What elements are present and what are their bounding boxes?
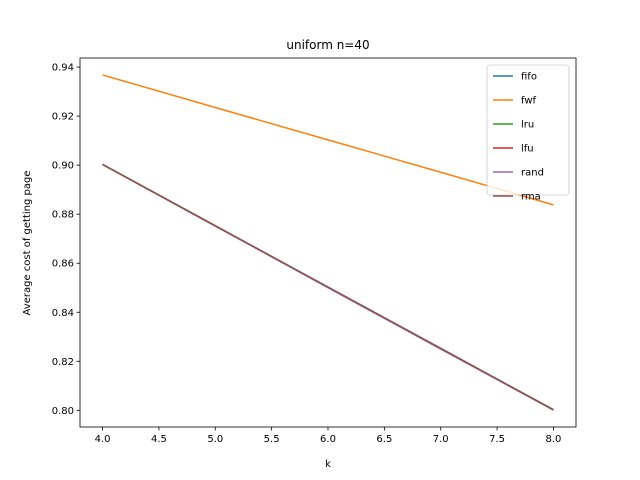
x-tick-label: 6.0 <box>320 434 336 445</box>
legend-box <box>486 64 570 196</box>
legend: fifo fwf lru lfu rand rma <box>486 64 570 203</box>
x-tick-label: 6.5 <box>376 434 392 445</box>
series-line-fwf <box>102 74 554 206</box>
legend-label-fifo: fifo <box>521 72 537 83</box>
x-axis: 4.0 4.5 5.0 5.5 6.0 6.5 7.0 7.5 8.0 <box>95 427 562 445</box>
legend-label-lfu: lfu <box>521 144 534 155</box>
x-tick-label: 4.5 <box>151 434 167 445</box>
legend-label-rma: rma <box>521 192 541 203</box>
y-tick-label: 0.90 <box>52 161 74 172</box>
y-tick-label: 0.88 <box>52 210 74 221</box>
x-tick-label: 7.0 <box>433 434 449 445</box>
legend-label-lru: lru <box>521 120 534 131</box>
x-tick-label: 8.0 <box>546 434 562 445</box>
y-tick-label: 0.86 <box>52 259 74 270</box>
y-axis-label: Average cost of getting page <box>22 171 33 316</box>
y-axis: 0.80 0.82 0.84 0.86 0.88 0.90 0.92 0.94 <box>52 63 80 417</box>
y-tick-label: 0.92 <box>52 112 74 123</box>
y-tick-label: 0.82 <box>52 357 74 368</box>
legend-label-fwf: fwf <box>521 96 537 107</box>
series-line-rma <box>102 163 554 411</box>
chart-title: uniform n=40 <box>286 38 369 52</box>
y-tick-label: 0.80 <box>52 406 74 417</box>
x-tick-label: 5.5 <box>264 434 280 445</box>
x-tick-label: 4.0 <box>95 434 111 445</box>
y-tick-label: 0.94 <box>52 63 74 74</box>
x-tick-label: 7.5 <box>489 434 505 445</box>
x-axis-label: k <box>325 459 331 470</box>
y-tick-label: 0.84 <box>52 308 74 319</box>
legend-label-rand: rand <box>521 168 544 179</box>
x-tick-label: 5.0 <box>207 434 223 445</box>
